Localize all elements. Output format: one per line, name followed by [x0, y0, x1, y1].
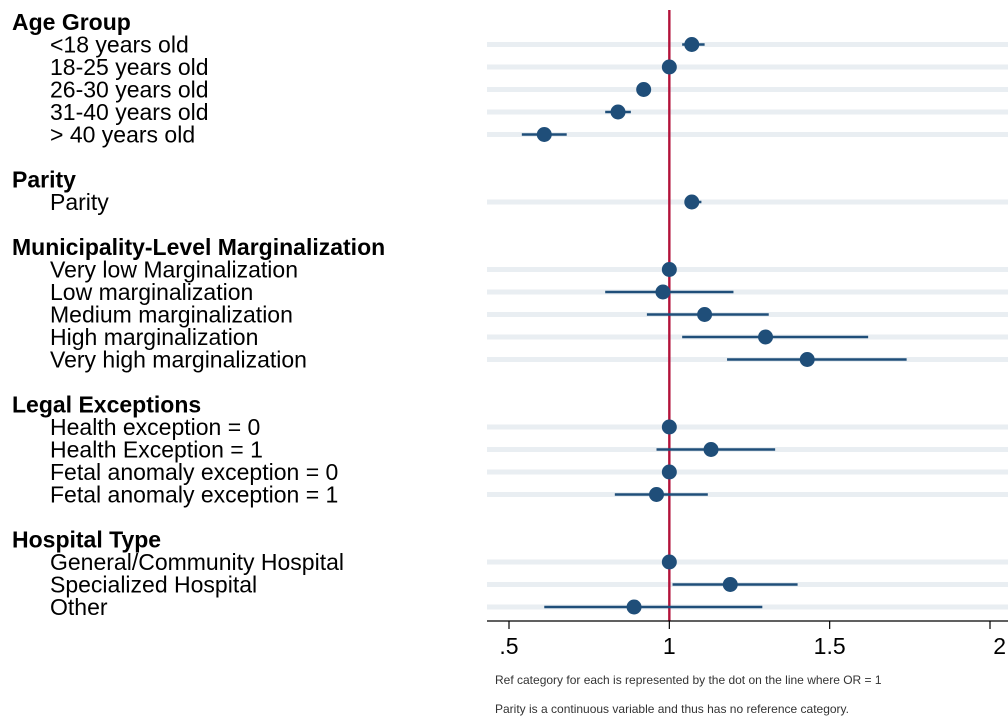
row-label: Parity: [50, 189, 109, 215]
row-label: Medium marginalization: [50, 302, 293, 328]
row-label: Fetal anomaly exception = 1: [50, 482, 338, 508]
row-label: Health Exception = 1: [50, 437, 263, 463]
estimate-point: [655, 284, 671, 300]
row-band: [487, 64, 1008, 70]
estimate-point: [799, 352, 815, 367]
estimate-point: [697, 307, 713, 322]
group-header: Municipality-Level Marginalization: [12, 234, 385, 260]
estimate-point: [684, 37, 700, 52]
row-band: [487, 492, 1008, 497]
row-band: [487, 87, 1008, 92]
footnote: Parity is a continuous variable and thus…: [495, 702, 849, 716]
group-header: Hospital Type: [12, 527, 161, 553]
row-label: General/Community Hospital: [50, 549, 344, 575]
row-label: Low marginalization: [50, 279, 253, 305]
estimate-point: [661, 262, 677, 277]
estimate-point: [703, 442, 719, 457]
row-label: Very high marginalization: [50, 347, 307, 373]
x-axis: .5 1 1.5 2: [487, 620, 1008, 659]
estimate-point: [661, 59, 677, 75]
estimate-point: [661, 419, 677, 435]
group-header: Legal Exceptions: [12, 392, 201, 418]
estimate-marks: [521, 37, 907, 615]
estimate-point: [649, 487, 665, 502]
footnote: Ref category for each is represented by …: [495, 673, 882, 687]
estimate-point: [610, 104, 626, 120]
group-header: Age Group: [12, 9, 131, 35]
row-label: Fetal anomaly exception = 0: [50, 459, 338, 485]
x-tick-label: .5: [499, 633, 518, 659]
estimate-point: [684, 194, 700, 210]
row-label: 31-40 years old: [50, 99, 209, 125]
x-tick-label: 1.5: [814, 633, 846, 659]
row-label: Very low Marginalization: [50, 257, 298, 283]
row-label: 26-30 years old: [50, 77, 209, 103]
row-label: Other: [50, 594, 108, 620]
row-band: [487, 559, 1008, 565]
estimate-point: [661, 554, 677, 570]
estimate-point: [758, 329, 774, 345]
row-label: > 40 years old: [50, 122, 195, 148]
row-band: [487, 42, 1008, 47]
row-label: Specialized Hospital: [50, 572, 257, 598]
estimate-point: [661, 464, 677, 480]
group-header: Parity: [12, 167, 76, 193]
estimate-point: [722, 577, 738, 592]
row-band: [487, 289, 1008, 295]
estimate-point: [536, 127, 552, 142]
row-bands: [487, 42, 1008, 610]
row-band: [487, 109, 1008, 115]
x-tick-label: 2: [993, 633, 1006, 659]
estimate-point: [636, 82, 652, 97]
row-band: [487, 267, 1008, 272]
estimate-point: [626, 599, 642, 615]
row-band: [487, 469, 1008, 475]
row-band: [487, 132, 1008, 137]
row-label: 18-25 years old: [50, 54, 209, 80]
x-tick-label: 1: [663, 633, 676, 659]
row-label: Health exception = 0: [50, 414, 260, 440]
footnotes: Ref category for each is represented by …: [495, 673, 882, 716]
row-label: <18 years old: [50, 32, 189, 58]
row-band: [487, 424, 1008, 430]
row-band: [487, 199, 1008, 205]
row-label: High marginalization: [50, 324, 258, 350]
